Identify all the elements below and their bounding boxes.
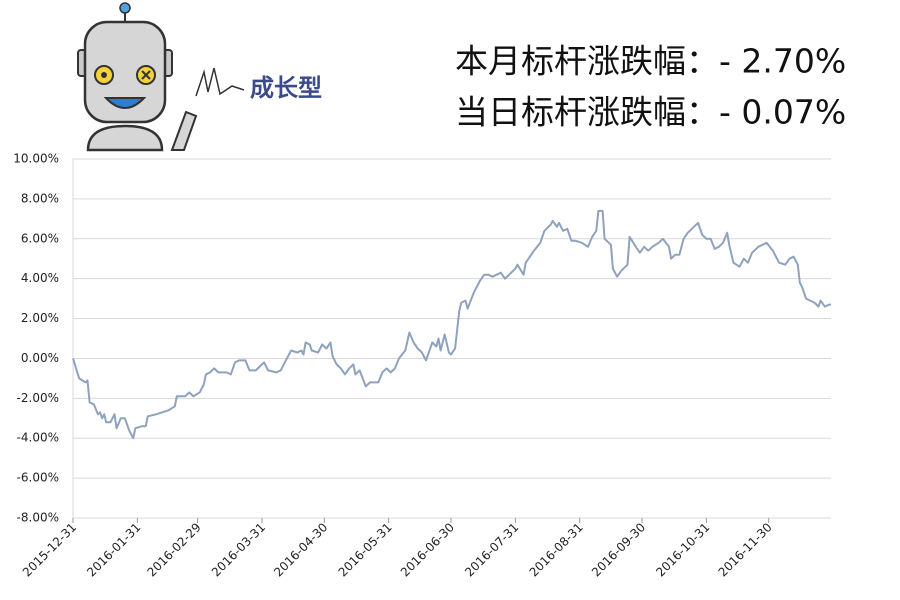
header-line: 本月标杆涨跌幅：- 2.70% bbox=[455, 42, 846, 81]
x-tick-label: 2016-11-30 bbox=[716, 520, 775, 579]
logo-text: 成长型 bbox=[250, 74, 322, 102]
line-series bbox=[72, 209, 831, 440]
y-tick-label: -4.00% bbox=[17, 431, 59, 445]
y-tick-label: 10.00% bbox=[13, 152, 59, 166]
x-tick-label: 2016-03-31 bbox=[209, 520, 268, 579]
x-tick-label: 2016-08-31 bbox=[527, 520, 586, 579]
y-tick-label: 8.00% bbox=[21, 191, 59, 205]
y-tick-label: 4.00% bbox=[21, 271, 59, 285]
x-tick-label: 2015-12-31 bbox=[20, 520, 79, 579]
x-tick-label: 2016-06-30 bbox=[398, 520, 457, 579]
y-tick-label: 6.00% bbox=[21, 231, 59, 245]
x-tick-label: 2016-09-30 bbox=[589, 520, 648, 579]
y-tick-label: -8.00% bbox=[17, 511, 59, 525]
x-tick-label: 2016-01-31 bbox=[84, 520, 143, 579]
x-tick-label: 2016-10-31 bbox=[653, 520, 712, 579]
header-line: 当日标杆涨跌幅：- 0.07% bbox=[455, 93, 846, 132]
x-tick-label: 2016-05-31 bbox=[336, 520, 395, 579]
y-tick-label: -6.00% bbox=[17, 471, 59, 485]
x-tick-label: 2016-07-31 bbox=[462, 520, 521, 579]
y-tick-label: -2.00% bbox=[17, 391, 59, 405]
x-tick-label: 2016-04-30 bbox=[271, 520, 330, 579]
y-tick-label: 0.00% bbox=[21, 351, 59, 365]
y-tick-label: 2.00% bbox=[21, 311, 59, 325]
robot-logo: 成长型 bbox=[77, 2, 322, 152]
x-tick-label: 2016-02-29 bbox=[145, 520, 204, 579]
